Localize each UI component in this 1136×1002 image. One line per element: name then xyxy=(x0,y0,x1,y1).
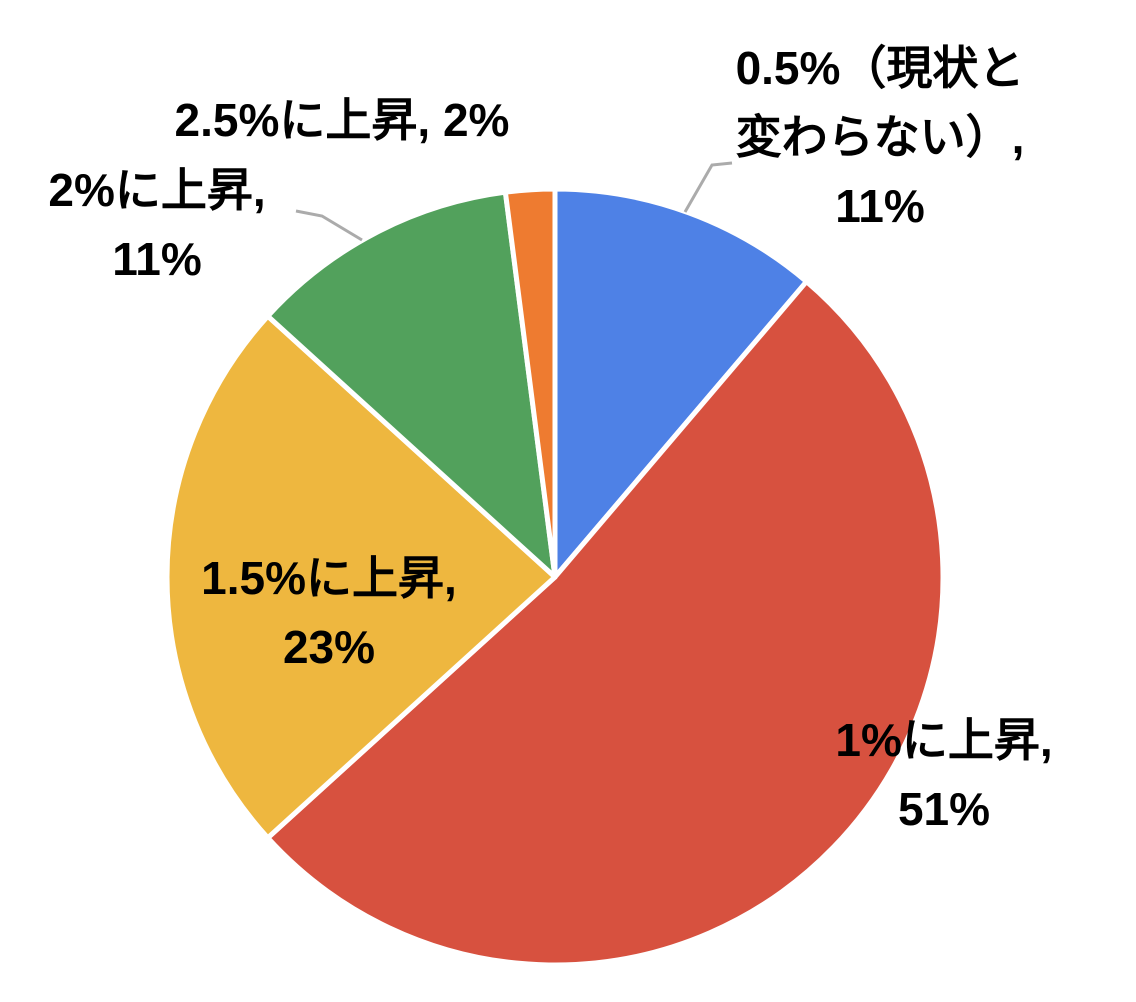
slice-label-line: 2.5%に上昇, 2% xyxy=(174,94,510,146)
slice-label-1pct: 1%に上昇, 51% xyxy=(744,706,1136,844)
pie-slice-1 xyxy=(265,279,946,968)
slice-label-2-5pct: 2.5%に上昇, 2% xyxy=(142,86,542,155)
slice-label-line: 変わらない）, xyxy=(735,111,1025,163)
pie-slice-0 xyxy=(552,186,810,580)
slice-label-line: 1%に上昇, xyxy=(835,714,1053,766)
leader-line-blue-slice xyxy=(683,161,733,213)
pie-slice-3 xyxy=(265,189,558,580)
slice-label-1-5pct: 1.5%に上昇, 23% xyxy=(129,544,529,682)
slice-label-line: 51% xyxy=(897,783,991,835)
pie-slice-4 xyxy=(502,186,558,580)
pie-slices xyxy=(164,186,946,968)
pie-slice-2 xyxy=(164,313,558,841)
slice-label-line: 2%に上昇, xyxy=(48,164,266,216)
slice-label-2pct: 2%に上昇, 11% xyxy=(7,156,307,294)
slice-label-line: 23% xyxy=(282,621,376,673)
slice-label-line: 11% xyxy=(835,180,925,232)
leader-line-green-slice xyxy=(295,209,363,242)
slice-label-0-5pct: 0.5%（現状と 変わらない）, 11% xyxy=(660,34,1100,241)
slice-label-line: 1.5%に上昇, xyxy=(201,552,457,604)
slice-label-line: 0.5%（現状と xyxy=(735,42,1025,94)
slice-label-line: 11% xyxy=(112,233,202,285)
